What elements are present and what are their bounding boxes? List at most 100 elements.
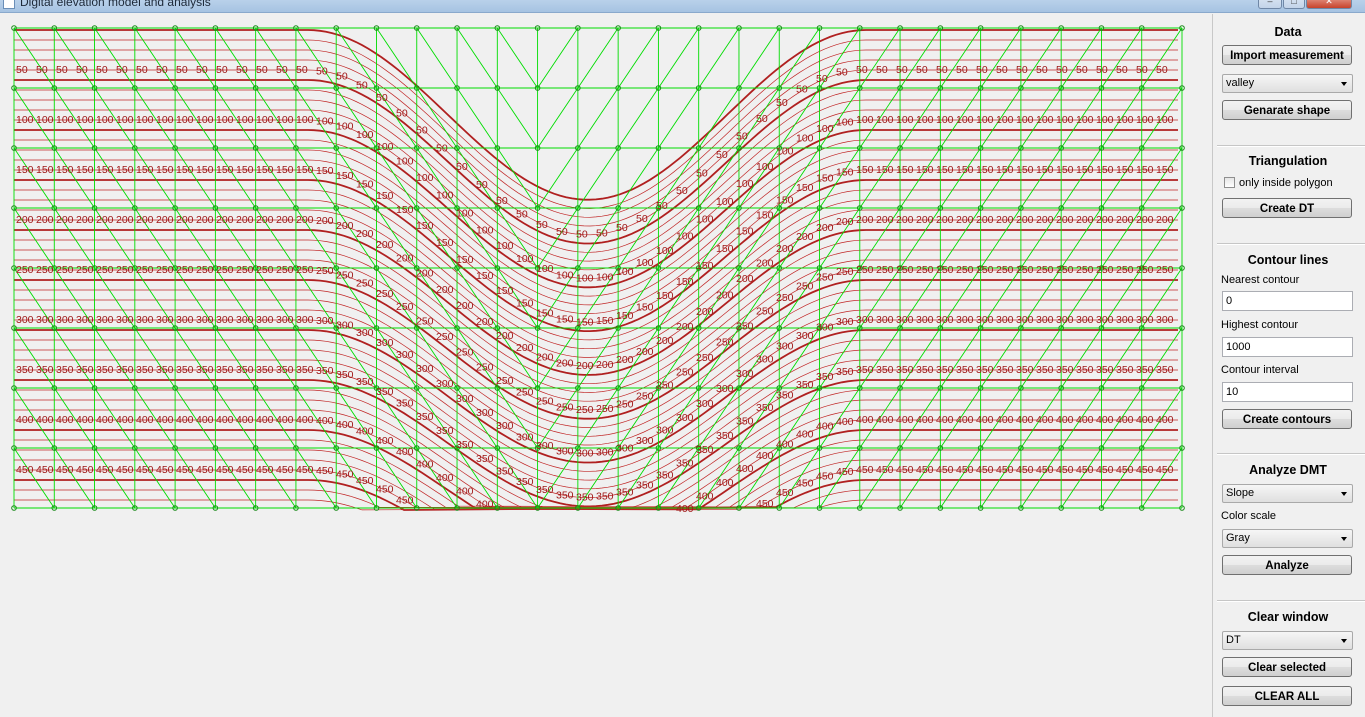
contour-label: 100	[256, 114, 274, 126]
grid-node	[1138, 505, 1145, 511]
contour-label: 300	[36, 314, 54, 326]
triangle-edge	[980, 447, 1022, 509]
contour-label: 300	[396, 349, 414, 361]
triangle-edge	[819, 267, 861, 329]
minimize-button[interactable]: –	[1258, 0, 1282, 9]
grid-node	[252, 385, 259, 391]
contour-label: 50	[256, 64, 268, 76]
contour-label: 200	[1036, 214, 1054, 226]
elevation-model-canvas[interactable]: 50 50 50 50 50 50 50 50 50 50 50 50 50 50 50 50 50 50 50 50…	[0, 18, 1200, 548]
contour-label: 350	[916, 364, 934, 376]
contour-line	[14, 219, 1178, 367]
contour-label: 200	[36, 214, 54, 226]
grid-node	[212, 145, 219, 151]
grid-node	[776, 445, 783, 451]
create-dt-button[interactable]: Create DT	[1222, 198, 1352, 218]
contour-label: 150	[936, 164, 954, 176]
grid-node	[534, 205, 541, 211]
grid-node	[736, 445, 742, 451]
contour-label: 400	[1136, 414, 1154, 426]
highest-contour-input[interactable]: 1000	[1222, 337, 1353, 357]
triangle-edge	[658, 327, 700, 389]
grid-node	[454, 25, 460, 31]
grid-node	[856, 505, 863, 511]
grid-node	[1138, 385, 1145, 391]
close-button[interactable]: ✕	[1306, 0, 1352, 9]
contour-label: 50	[1116, 64, 1128, 76]
triangle-edge	[295, 27, 337, 89]
grid-node	[373, 385, 380, 391]
contour-label: 300	[896, 314, 914, 326]
shape-select[interactable]: valley	[1222, 74, 1353, 93]
grid-node	[132, 505, 138, 511]
grid-node	[132, 145, 138, 151]
contour-label: 300	[156, 314, 174, 326]
grid-node	[1138, 325, 1145, 331]
create-contours-button[interactable]: Create contours	[1222, 409, 1352, 429]
grid-node	[333, 265, 340, 271]
contour-label: 400	[776, 438, 794, 450]
contour-line	[14, 239, 1178, 385]
triangle-edge	[939, 207, 981, 269]
analysis-type-select[interactable]: Slope	[1222, 484, 1353, 503]
generate-shape-button[interactable]: Genarate shape	[1222, 100, 1352, 120]
triangle-edge	[416, 87, 458, 149]
contour-label: 200	[376, 239, 394, 251]
triangle-edge	[658, 147, 700, 209]
grid-node	[776, 325, 783, 331]
grid-node	[293, 505, 299, 511]
contour-label: 50	[476, 179, 488, 191]
contour-label: 100	[56, 114, 74, 126]
grid-node	[655, 265, 662, 271]
contour-label: 50	[556, 226, 568, 238]
contour-label: 50	[1016, 64, 1028, 76]
grid-node	[615, 25, 621, 31]
clear-selected-button[interactable]: Clear selected	[1222, 657, 1352, 677]
only-inside-polygon-checkbox[interactable]	[1224, 177, 1235, 188]
nearest-contour-input[interactable]: 0	[1222, 291, 1353, 311]
grid-node	[1098, 445, 1105, 451]
grid-node	[575, 265, 581, 271]
color-scale-select[interactable]: Gray	[1222, 529, 1353, 548]
import-measurement-button[interactable]: Import measurement	[1222, 45, 1352, 65]
contour-label: 200	[676, 321, 694, 333]
triangle-edge	[537, 87, 579, 149]
contour-label: 350	[676, 458, 694, 470]
triangle-edge	[1101, 147, 1143, 209]
triangle-edge	[134, 387, 176, 449]
contour-label: 300	[1116, 314, 1134, 326]
contour-label: 250	[16, 264, 34, 276]
triangle-edge	[215, 147, 257, 209]
contour-label: 450	[196, 464, 214, 476]
grid-node	[172, 265, 178, 271]
contour-label: 200	[336, 220, 354, 232]
contour-label: 350	[996, 364, 1014, 376]
triangle-edge	[134, 327, 176, 389]
grid-node	[494, 265, 501, 271]
only-inside-polygon-label: only inside polygon	[1239, 177, 1333, 189]
contour-interval-input[interactable]: 10	[1222, 382, 1353, 402]
contour-label: 200	[156, 214, 174, 226]
layer-select[interactable]: DT	[1222, 631, 1353, 650]
contour-label: 350	[1036, 364, 1054, 376]
contour-label: 200	[736, 273, 754, 285]
triangle-edge	[1141, 387, 1183, 449]
triangle-edge	[376, 447, 418, 509]
contour-line	[14, 349, 1178, 481]
contour-label: 250	[516, 387, 534, 399]
triangle-edge	[819, 447, 861, 509]
contour-label: 200	[956, 214, 974, 226]
grid-node	[1018, 205, 1024, 211]
maximize-button[interactable]: □	[1283, 0, 1305, 9]
contour-label: 400	[1156, 414, 1174, 426]
contour-label: 250	[796, 281, 814, 293]
contour-label: 150	[636, 302, 654, 314]
contour-labels-layer: 50 50 50 50 50 50 50 50 50 50 50 50 50 50 50 50 50 50 50 50…	[16, 64, 1174, 515]
clear-all-button[interactable]: CLEAR ALL	[1222, 686, 1352, 706]
contour-label: 350	[16, 364, 34, 376]
contour-line	[14, 319, 1178, 455]
analyze-button[interactable]: Analyze	[1222, 555, 1352, 575]
contour-label: 50	[536, 219, 548, 231]
grid-node	[1018, 25, 1024, 31]
triangle-edge	[295, 447, 337, 509]
